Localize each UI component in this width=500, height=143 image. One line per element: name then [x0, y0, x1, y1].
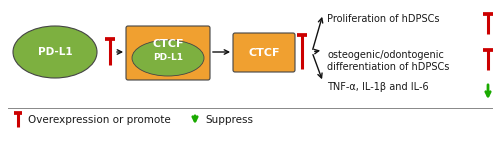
Ellipse shape — [132, 40, 204, 76]
Text: PD-L1: PD-L1 — [38, 47, 72, 57]
Text: Proliferation of hDPSCs: Proliferation of hDPSCs — [327, 14, 440, 24]
FancyBboxPatch shape — [126, 26, 210, 80]
Text: osteogenic/odontogenic
differentiation of hDPSCs: osteogenic/odontogenic differentiation o… — [327, 50, 450, 72]
Text: Overexpression or promote: Overexpression or promote — [28, 115, 171, 125]
Ellipse shape — [13, 26, 97, 78]
Text: TNF-α, IL-1β and IL-6: TNF-α, IL-1β and IL-6 — [327, 82, 428, 92]
Text: CTCF: CTCF — [248, 47, 280, 57]
Text: PD-L1: PD-L1 — [153, 53, 183, 62]
Text: Suppress: Suppress — [205, 115, 253, 125]
FancyBboxPatch shape — [233, 33, 295, 72]
Text: CTCF: CTCF — [152, 39, 184, 49]
